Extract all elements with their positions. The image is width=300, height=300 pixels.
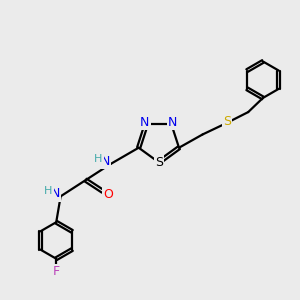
Text: S: S bbox=[155, 157, 163, 169]
Text: N: N bbox=[168, 116, 178, 129]
Text: H: H bbox=[94, 154, 103, 164]
Text: N: N bbox=[140, 116, 150, 129]
Text: S: S bbox=[223, 115, 231, 128]
Text: N: N bbox=[101, 155, 110, 168]
Text: H: H bbox=[44, 186, 52, 196]
Text: O: O bbox=[103, 188, 113, 201]
Text: N: N bbox=[51, 188, 60, 200]
Text: F: F bbox=[53, 266, 60, 278]
